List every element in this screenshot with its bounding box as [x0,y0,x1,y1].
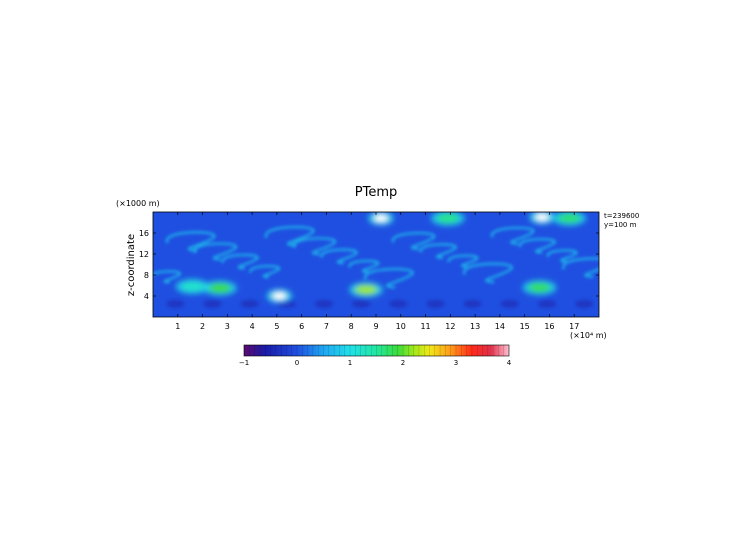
plume-core [272,292,287,300]
heatmap-swirl [447,254,479,268]
heatmap-cool-region [240,299,259,308]
heatmap-cool-region [314,299,333,308]
plume-core [535,213,550,222]
x-tick-label: 1 [175,322,180,331]
y-axis-ticks: 4 8 12 16 [139,229,599,301]
x-tick-label: 9 [373,322,378,331]
x-tick-label: 8 [349,322,354,331]
x-tick-label: 6 [299,322,304,331]
colorbar-tick-label: 2 [401,359,405,367]
y-axis-label: z-coordinate [126,234,137,296]
x-axis-ticks: 1 2 3 4 5 6 7 8 9 10 11 12 13 14 15 16 17 [175,212,579,331]
heatmap-cool-region [203,299,222,308]
heatmap-swirls [153,226,599,308]
y-tick-label: 4 [144,292,149,301]
heatmap-swirl [419,243,457,259]
heatmap-swirl [153,270,182,284]
heatmap-swirl [364,268,414,289]
y-tick-label: 16 [139,229,149,238]
x-tick-label: 11 [420,322,430,331]
x-tick-label: 12 [445,322,455,331]
x-tick-label: 2 [200,322,205,331]
heatmap-swirl [320,248,358,265]
heatmap-swirl [562,257,599,279]
colorbar-tick-label: −1 [239,359,249,367]
plume-core [355,285,378,295]
heatmap-swirl [292,237,337,256]
heatmap-swirl [193,242,238,261]
colorbar-tick-label: 1 [348,359,352,367]
heatmap-swirl [165,231,216,252]
plume-core [373,214,388,223]
heatmap-plumes [175,212,587,303]
heatmap-cool-region [426,299,445,308]
heatmap-cool-region [463,299,482,308]
heatmap-swirl [348,259,380,274]
x-tick-label: 14 [495,322,505,331]
y-tick-label: 8 [144,271,149,280]
x-tick-label: 13 [470,322,480,331]
heatmap-cool-region [537,299,556,308]
x-tick-label: 10 [396,322,406,331]
colorbar-tick-label: 3 [454,359,458,367]
x-tick-label: 4 [250,322,255,331]
colorbar-tick-label: 0 [295,359,299,367]
heatmap-cool-region [389,299,408,308]
heatmap-cool-region [500,299,519,308]
heatmap-swirl [491,226,535,245]
heatmap-swirl [392,232,436,251]
heatmap-swirl [221,253,259,270]
heatmap-cool-region [166,299,185,308]
x-tick-label: 7 [324,322,329,331]
plume-core [181,282,204,292]
plume-core [528,283,551,293]
y-unit-label: (×1000 m) [116,199,160,208]
x-tick-label: 17 [569,322,579,331]
heatmap-swirl [265,226,315,247]
x-tick-label: 15 [520,322,530,331]
plume-core [558,213,581,223]
plume-core [208,283,231,293]
annotation-text: y=100 m [604,221,637,229]
heatmap-swirl [519,238,557,254]
heatmap-cool-region [575,299,594,308]
y-tick-label: 12 [139,250,149,259]
colorbar-grid [249,345,504,356]
chart-title: PTemp [355,185,398,200]
colorbar-tick-label: 4 [507,359,512,367]
colorbar-ticks: −1 0 1 2 3 4 [239,359,512,367]
heatmap-field [153,212,599,317]
x-tick-label: 3 [225,322,230,331]
heatmap-swirl [463,262,513,284]
plume-core [436,213,459,223]
heatmap-cool-region [352,299,371,308]
heatmap-swirl [249,265,281,279]
x-unit-label: (×10⁴ m) [570,331,607,340]
annotation-text: t=239600 [604,212,639,220]
x-tick-label: 5 [274,322,279,331]
x-tick-label: 16 [544,322,554,331]
heatmap-swirl [547,249,578,263]
